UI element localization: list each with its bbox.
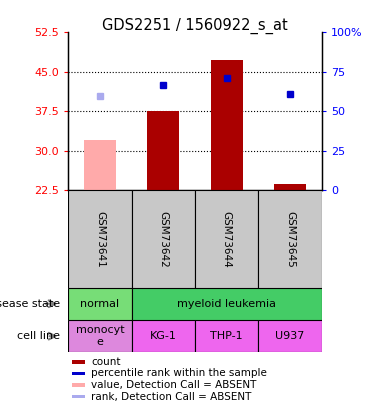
Text: disease state: disease state — [0, 299, 60, 309]
Bar — [195, 190, 258, 288]
Bar — [132, 320, 195, 352]
Bar — [71, 383, 85, 387]
Text: GSM73641: GSM73641 — [95, 211, 105, 267]
Bar — [71, 360, 85, 364]
Text: GDS2251 / 1560922_s_at: GDS2251 / 1560922_s_at — [102, 18, 288, 34]
Text: count: count — [91, 357, 121, 367]
Text: value, Detection Call = ABSENT: value, Detection Call = ABSENT — [91, 380, 257, 390]
Text: KG-1: KG-1 — [150, 331, 177, 341]
Bar — [68, 190, 132, 288]
Bar — [258, 190, 322, 288]
Bar — [195, 320, 258, 352]
Text: monocyt
e: monocyt e — [76, 325, 124, 347]
Bar — [147, 111, 179, 190]
Bar — [68, 288, 132, 320]
Bar — [274, 183, 306, 190]
Bar — [132, 288, 322, 320]
Text: cell line: cell line — [18, 331, 60, 341]
Bar — [71, 395, 85, 399]
Text: normal: normal — [80, 299, 119, 309]
Text: GSM73642: GSM73642 — [158, 211, 168, 267]
Text: myeloid leukemia: myeloid leukemia — [177, 299, 276, 309]
Bar — [71, 371, 85, 375]
Text: percentile rank within the sample: percentile rank within the sample — [91, 369, 267, 378]
Bar — [211, 60, 243, 190]
Bar — [132, 190, 195, 288]
Text: THP-1: THP-1 — [210, 331, 243, 341]
Text: GSM73645: GSM73645 — [285, 211, 295, 267]
Text: U937: U937 — [275, 331, 305, 341]
Text: rank, Detection Call = ABSENT: rank, Detection Call = ABSENT — [91, 392, 252, 402]
Bar — [258, 320, 322, 352]
Text: GSM73644: GSM73644 — [222, 211, 232, 267]
Bar — [68, 320, 132, 352]
Bar — [84, 140, 116, 190]
